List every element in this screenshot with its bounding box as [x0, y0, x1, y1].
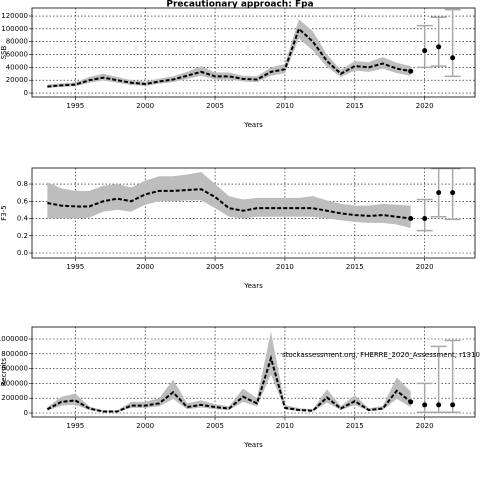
- y-axis-label: F3-5: [0, 205, 8, 220]
- y-tick-label: 0.6: [17, 197, 29, 205]
- y-tick-label: 100000: [1, 25, 28, 33]
- x-tick-label: 2005: [206, 102, 224, 110]
- x-tick-label: 1995: [66, 422, 84, 430]
- forecast-point: [436, 44, 442, 50]
- chart-title: Precautionary approach: Fpa: [166, 0, 313, 10]
- y-axis-label: Recruits: [0, 357, 8, 386]
- x-tick-label: 2005: [206, 263, 224, 271]
- y-tick-label: 60000: [6, 51, 28, 59]
- x-tick-label: 1995: [66, 263, 84, 271]
- estimate-line: [47, 27, 411, 88]
- x-tick-label: 2015: [346, 422, 364, 430]
- y-tick-label: 800000: [1, 350, 28, 358]
- y-tick-label: 400000: [1, 379, 28, 387]
- y-tick-label: 200000: [1, 394, 28, 402]
- y-tick-label: 1000000: [0, 335, 28, 343]
- estimate-line: [47, 188, 411, 220]
- x-tick-label: 2000: [136, 422, 154, 430]
- y-tick-label: 0.0: [17, 249, 28, 257]
- confidence-band: [47, 171, 411, 228]
- forecast-point: [450, 190, 456, 196]
- estimate-point: [408, 68, 414, 74]
- x-tick-label: 1995: [66, 102, 84, 110]
- forecast-point: [450, 55, 456, 61]
- forecast-point: [436, 402, 442, 408]
- estimate-point: [408, 216, 414, 222]
- x-tick-label: 2020: [416, 263, 434, 271]
- plot-frame: [31, 7, 476, 98]
- x-tick-label: 2020: [416, 102, 434, 110]
- y-tick-label: 0: [24, 89, 28, 97]
- y-tick-label: 120000: [1, 12, 28, 20]
- x-tick-label: 2010: [276, 422, 294, 430]
- forecast-point: [450, 402, 456, 408]
- x-tick-label: 2010: [276, 263, 294, 271]
- forecast-point: [422, 402, 428, 408]
- x-tick-label: 2000: [136, 263, 154, 271]
- x-tick-label: 2005: [206, 422, 224, 430]
- plot-frame: [31, 326, 476, 418]
- y-tick-label: 40000: [6, 63, 28, 71]
- y-tick-label: 600000: [1, 365, 28, 373]
- x-axis-label: Years: [243, 121, 263, 129]
- y-tick-label: 20000: [6, 76, 28, 84]
- x-tick-label: 2015: [346, 102, 364, 110]
- annotation: stockassessment.org, FHERRE_2020_Assessm…: [282, 351, 480, 359]
- forecast-point: [422, 216, 428, 222]
- estimate-point: [408, 399, 414, 405]
- x-axis-label: Years: [243, 282, 263, 290]
- y-tick-label: 0: [24, 409, 28, 417]
- plot-frame: [31, 167, 476, 259]
- y-tick-label: 0.4: [17, 215, 29, 223]
- y-tick-label: 0.8: [17, 180, 28, 188]
- x-tick-label: 2020: [416, 422, 434, 430]
- y-tick-label: 0.2: [17, 232, 28, 240]
- x-axis-label: Years: [243, 441, 263, 449]
- x-tick-label: 2000: [136, 102, 154, 110]
- y-axis-label: SSB: [0, 45, 8, 59]
- forecast-point: [422, 48, 428, 54]
- x-tick-label: 2015: [346, 263, 364, 271]
- confidence-band: [47, 331, 411, 413]
- y-tick-label: 80000: [6, 38, 28, 46]
- x-tick-label: 2010: [276, 102, 294, 110]
- forecast-point: [436, 190, 442, 196]
- estimate-line: [46, 354, 412, 413]
